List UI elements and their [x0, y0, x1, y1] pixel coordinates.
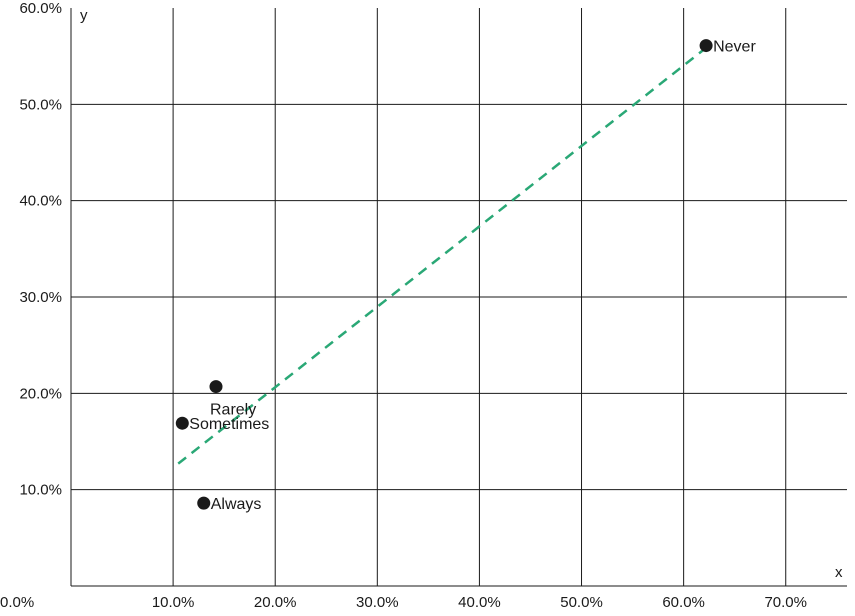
data-point-never: [699, 39, 713, 53]
point-label-rarely: Rarely: [210, 402, 256, 419]
axes: [70, 8, 847, 587]
tick-labels: 0.0% 10.0% 20.0% 30.0% 40.0% 50.0% 60.0% 70.0% 1…: [0, 0, 807, 611]
point-label-never: Never: [713, 39, 756, 56]
x-tick-label: 30.0%: [356, 594, 399, 611]
x-tick-label: 0.0%: [0, 594, 34, 611]
data-point-always: [197, 496, 211, 510]
point-label-always: Always: [211, 496, 262, 513]
y-tick-label: 10.0%: [19, 482, 62, 499]
grid: [71, 8, 847, 586]
y-axis-title: y: [80, 7, 88, 24]
x-tick-label: 20.0%: [254, 594, 297, 611]
x-tick-label: 70.0%: [764, 594, 807, 611]
y-tick-label: 50.0%: [19, 96, 62, 113]
y-tick-label: 30.0%: [19, 289, 62, 306]
trend-line-group: [177, 48, 705, 465]
x-tick-label: 60.0%: [662, 594, 705, 611]
data-points: [175, 39, 713, 510]
x-tick-label: 10.0%: [152, 594, 195, 611]
x-tick-label: 40.0%: [458, 594, 501, 611]
y-tick-label: 20.0%: [19, 385, 62, 402]
x-tick-label: 50.0%: [560, 594, 603, 611]
y-tick-label: 40.0%: [19, 193, 62, 210]
data-point-sometimes: [175, 416, 189, 430]
point-label-sometimes: Sometimes: [189, 416, 269, 433]
data-point-rarely: [209, 380, 223, 394]
x-axis-title: x: [835, 564, 843, 581]
y-tick-label: 60.0%: [19, 0, 62, 17]
trend-line: [177, 48, 705, 465]
